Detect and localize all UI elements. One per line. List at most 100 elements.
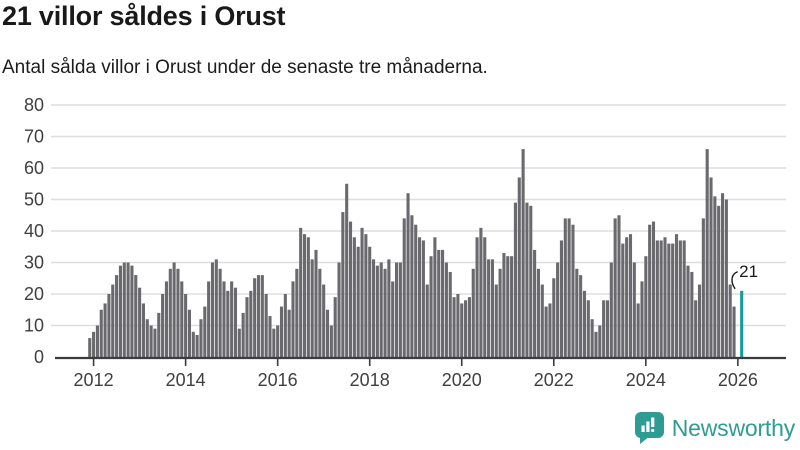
bar <box>130 265 134 357</box>
bar <box>364 234 368 357</box>
bar <box>306 237 310 357</box>
bar <box>218 268 222 357</box>
bar <box>141 303 145 357</box>
bar <box>582 290 587 357</box>
bar <box>605 300 610 357</box>
x-tick-label: 2026 <box>718 370 758 390</box>
bar <box>268 316 272 357</box>
bar <box>164 281 168 357</box>
bar <box>414 224 418 357</box>
bar <box>161 294 165 357</box>
highlighted-bar <box>740 290 744 357</box>
bar <box>487 259 491 357</box>
bar <box>567 218 571 357</box>
bar <box>540 284 544 357</box>
bar <box>383 268 387 357</box>
bar <box>345 183 349 357</box>
bar <box>371 259 376 357</box>
bar <box>717 205 721 357</box>
bar <box>115 275 119 357</box>
bar <box>471 268 475 357</box>
bar <box>283 294 287 357</box>
bar <box>628 234 633 357</box>
latest-value-label: 21 <box>739 262 758 281</box>
bar <box>460 303 464 357</box>
bar <box>479 227 483 357</box>
bar <box>138 287 142 357</box>
bar <box>613 218 617 357</box>
bar <box>210 262 215 357</box>
bar <box>686 265 690 357</box>
bar <box>302 234 307 357</box>
bar <box>448 271 452 357</box>
bar <box>276 325 280 357</box>
bar <box>467 297 471 357</box>
bar <box>118 265 122 357</box>
bar <box>506 256 510 357</box>
bar <box>441 249 445 357</box>
bar <box>207 281 211 357</box>
bar <box>395 262 399 357</box>
bar <box>92 331 96 357</box>
bar <box>464 300 468 357</box>
bar <box>640 281 644 357</box>
bar <box>337 262 341 357</box>
bar <box>95 325 99 357</box>
bar <box>621 243 625 357</box>
bar <box>111 284 115 357</box>
bar <box>659 240 663 357</box>
bar <box>418 237 422 357</box>
bar <box>368 246 372 357</box>
bar <box>494 284 498 357</box>
x-tick-label: 2020 <box>442 370 482 390</box>
bar <box>556 262 560 357</box>
bar <box>379 262 383 357</box>
bar <box>241 312 245 357</box>
bar <box>341 212 345 357</box>
bar <box>701 218 705 357</box>
bar <box>437 249 441 357</box>
bar <box>134 275 138 357</box>
y-tick-label: 20 <box>24 284 44 304</box>
x-tick-label: 2016 <box>258 370 298 390</box>
bar <box>406 193 410 357</box>
bar <box>694 300 698 357</box>
bar <box>272 328 276 357</box>
bar <box>667 243 671 357</box>
bar <box>191 331 195 357</box>
bar <box>602 300 606 357</box>
bar <box>329 325 333 357</box>
bar <box>498 268 502 357</box>
bar <box>728 284 732 357</box>
bar <box>674 234 679 357</box>
newsworthy-logo-icon <box>634 412 664 444</box>
bar <box>709 177 713 357</box>
x-tick-label: 2012 <box>74 370 114 390</box>
bar <box>425 284 429 357</box>
bar <box>678 240 682 357</box>
bar <box>713 196 717 357</box>
bar <box>333 297 337 357</box>
bar <box>632 262 636 357</box>
bar <box>525 202 529 357</box>
bar <box>172 262 176 357</box>
bar <box>245 297 249 357</box>
bar <box>483 237 487 357</box>
bar <box>636 303 640 357</box>
bar <box>184 294 188 357</box>
bar <box>682 240 686 357</box>
bar <box>655 240 659 357</box>
bar <box>529 205 533 357</box>
bar <box>195 334 199 357</box>
bar <box>594 331 598 357</box>
bar <box>533 249 537 357</box>
page-title: 21 villor såldes i Orust <box>2 1 286 31</box>
bar <box>724 199 728 357</box>
bar <box>310 259 314 357</box>
bar <box>720 193 725 357</box>
bar <box>199 319 203 357</box>
y-tick-label: 0 <box>34 347 44 367</box>
bar <box>352 237 356 357</box>
bar <box>513 202 517 357</box>
bar <box>149 325 153 357</box>
